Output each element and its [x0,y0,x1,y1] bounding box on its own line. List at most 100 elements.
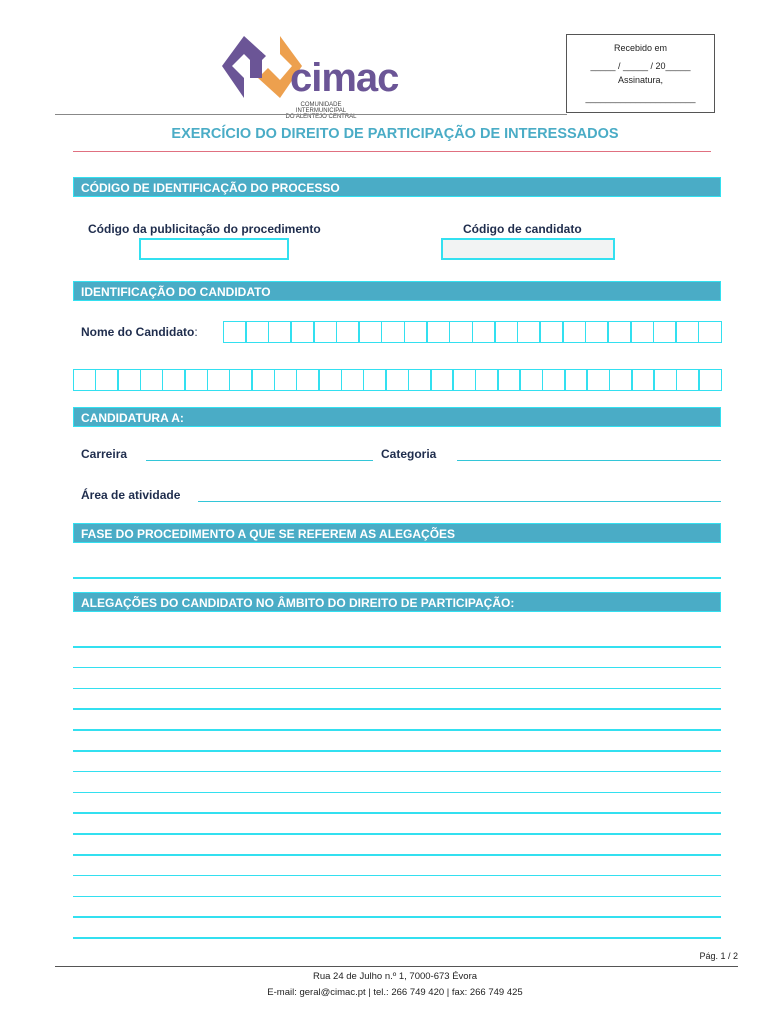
letter-box[interactable] [290,321,315,343]
letter-box[interactable] [564,369,588,391]
allegation-line[interactable] [73,937,721,939]
cimac-logo-mark [222,36,302,98]
allegation-line[interactable] [73,833,721,835]
allegation-line[interactable] [73,729,721,731]
letter-box[interactable] [675,321,700,343]
page-title: EXERCÍCIO DO DIREITO DE PARTICIPAÇÃO DE … [171,126,619,142]
letter-box[interactable] [584,321,609,343]
category-input[interactable] [457,460,721,461]
letter-box[interactable] [697,321,723,343]
letter-box[interactable] [519,369,544,391]
candidate-name-boxes-row1[interactable] [222,321,723,343]
letter-box[interactable] [631,369,655,391]
letter-box[interactable] [586,369,611,391]
letter-box[interactable] [313,321,338,343]
letter-box[interactable] [380,321,406,343]
section-header-candidate: IDENTIFICAÇÃO DO CANDIDATO [73,281,721,301]
page-number: Pág. 1 / 2 [699,951,738,961]
letter-box[interactable] [206,369,231,391]
letter-box[interactable] [385,369,410,391]
allegation-line[interactable] [73,854,721,856]
allegation-line[interactable] [73,916,721,918]
allegation-line[interactable] [73,874,721,877]
letter-box[interactable] [267,321,292,343]
letter-box[interactable] [698,369,722,391]
candidate-name-boxes-row2[interactable] [72,369,722,391]
logo-subtitle-1: COMUNIDADE INTERMUNICIPAL [295,102,347,114]
candidate-name-label: Nome do Candidato: [81,325,198,339]
letter-box[interactable] [94,369,119,391]
section-header-phase: FASE DO PROCEDIMENTO A QUE SE REFEREM AS… [73,523,721,543]
area-input[interactable] [198,501,721,502]
letter-box[interactable] [653,369,678,391]
letter-box[interactable] [251,369,276,391]
receipt-signature-line: ______________________ [585,93,696,103]
letter-box[interactable] [295,369,320,391]
receipt-received-label: Recebido em [613,43,668,53]
letter-box[interactable] [362,369,387,391]
section-header-process: CÓDIGO DE IDENTIFICAÇÃO DO PROCESSO [73,177,721,197]
letter-box[interactable] [184,369,209,391]
letter-box[interactable] [139,369,164,391]
letter-box[interactable] [117,369,142,391]
letter-box[interactable] [403,321,428,343]
candidate-code-label: Código de candidato [463,222,582,236]
allegation-line[interactable] [73,791,721,794]
letter-box[interactable] [562,321,587,343]
letter-box[interactable] [245,321,270,343]
letter-box[interactable] [474,369,499,391]
area-label: Área de atividade [81,488,181,502]
letter-box[interactable] [222,321,247,343]
letter-box[interactable] [426,321,451,343]
letter-box[interactable] [318,369,343,391]
letter-box[interactable] [608,369,633,391]
career-label: Carreira [81,447,128,461]
logo-subtitle: COMUNIDADE INTERMUNICIPAL DO ALENTEJO CEN… [276,102,366,120]
allegation-line[interactable] [73,687,721,690]
letter-box[interactable] [273,369,298,391]
letter-box[interactable] [448,321,474,343]
letter-box[interactable] [430,369,454,391]
letter-box[interactable] [494,321,519,343]
letter-box[interactable] [72,369,97,391]
letter-box[interactable] [452,369,477,391]
career-input[interactable] [146,460,373,461]
letter-box[interactable] [630,321,655,343]
allegation-line[interactable] [73,770,721,773]
allegation-line[interactable] [73,895,721,898]
footer-contact-line: E-mail: geral@cimac.pt | tel.: 266 749 4… [267,987,523,998]
letter-box[interactable] [407,369,432,391]
candidate-name-label-text: Nome do Candidato [81,325,195,339]
footer-rule [55,966,738,967]
logo-text: cimac [290,56,399,100]
section-header-application: CANDIDATURA A: [73,407,721,427]
allegation-line[interactable] [73,646,721,648]
letter-box[interactable] [358,321,383,343]
allegation-line[interactable] [73,750,721,752]
letter-box[interactable] [335,321,360,343]
allegation-line[interactable] [73,708,721,710]
letter-box[interactable] [541,369,566,391]
category-label: Categoria [381,447,437,461]
candidate-code-input[interactable] [441,238,615,260]
phase-input[interactable] [73,577,721,579]
allegation-line[interactable] [73,812,721,814]
letter-box[interactable] [471,321,496,343]
letter-box[interactable] [497,369,521,391]
letter-box[interactable] [539,321,564,343]
letter-box[interactable] [516,321,541,343]
letter-box[interactable] [607,321,632,343]
letter-box[interactable] [675,369,700,391]
allegation-line[interactable] [73,666,721,669]
receipt-box: Recebido em _____ / _____ / 20_____ Assi… [566,34,715,113]
letter-box[interactable] [161,369,186,391]
letter-box[interactable] [652,321,677,343]
title-rule [73,151,711,152]
receipt-date: _____ / _____ / 20_____ [590,61,691,71]
logo-subtitle-2: DO ALENTEJO CENTRAL [285,114,357,120]
section-header-allegations: ALEGAÇÕES DO CANDIDATO NO ÂMBITO DO DIRE… [73,592,721,612]
letter-box[interactable] [228,369,253,391]
letter-box[interactable] [340,369,365,391]
pub-code-input[interactable] [139,238,289,260]
